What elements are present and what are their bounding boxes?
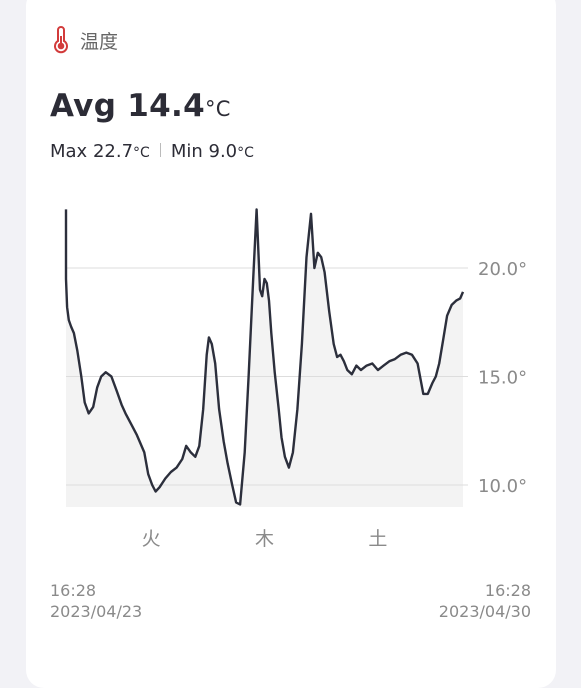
start-date: 2023/04/23 (50, 602, 143, 621)
temperature-line-chart: 10.0° 15.0° 20.0° 火 木 土 (64, 208, 527, 550)
series-line (64, 208, 465, 506)
min-unit: °C (237, 145, 254, 161)
min-max-row: Max 22.7 °C Min 9.0 °C (50, 141, 254, 162)
y-tick-label: 15.0° (478, 368, 527, 389)
card-title: 温度 (80, 30, 119, 53)
thermometer-icon (54, 26, 68, 54)
avg-label: Avg (50, 88, 117, 124)
max-label: Max (50, 141, 88, 162)
x-tick-label: 木 (255, 528, 274, 550)
max-unit: °C (133, 145, 150, 161)
end-time: 16:28 (484, 581, 531, 600)
x-tick-label: 火 (142, 528, 161, 550)
area-fill (66, 209, 463, 507)
max-value: 22.7 (92, 141, 134, 162)
x-tick-label: 土 (368, 528, 387, 550)
min-value: 9.0 (208, 141, 238, 162)
avg-unit: °C (204, 97, 231, 121)
divider (159, 143, 161, 157)
end-date: 2023/04/30 (438, 602, 531, 621)
card-header: 温度 (50, 26, 118, 54)
avg-value: 14.4 (127, 88, 205, 124)
y-tick-label: 10.0° (478, 476, 527, 497)
start-timestamp: 16:28 2023/04/23 (50, 580, 142, 622)
end-timestamp: 16:28 2023/04/30 (439, 580, 531, 622)
y-tick-label: 20.0° (478, 259, 527, 280)
temperature-card (26, 0, 556, 688)
start-time: 16:28 (50, 581, 97, 600)
min-label: Min (170, 141, 203, 162)
average-temperature: Avg 14.4°C (50, 88, 231, 124)
